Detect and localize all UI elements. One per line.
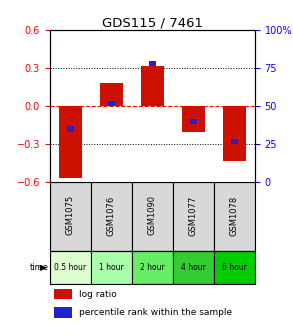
Bar xyxy=(54,289,72,299)
Bar xyxy=(231,139,238,144)
Text: 1 hour: 1 hour xyxy=(99,263,124,272)
Bar xyxy=(190,119,197,124)
Bar xyxy=(50,182,91,251)
Text: GSM1075: GSM1075 xyxy=(66,195,75,236)
Text: 6 hour: 6 hour xyxy=(222,263,247,272)
Title: GDS115 / 7461: GDS115 / 7461 xyxy=(102,16,203,29)
Text: GSM1077: GSM1077 xyxy=(189,195,198,236)
Bar xyxy=(182,106,205,132)
Bar xyxy=(214,251,255,285)
Bar xyxy=(149,61,156,66)
Bar xyxy=(54,307,72,318)
Text: 0.5 hour: 0.5 hour xyxy=(54,263,86,272)
Bar xyxy=(59,106,81,178)
Text: GSM1078: GSM1078 xyxy=(230,195,239,236)
Bar xyxy=(67,126,74,132)
Text: GSM1090: GSM1090 xyxy=(148,196,157,236)
Bar xyxy=(173,251,214,285)
Bar xyxy=(141,66,163,106)
Bar xyxy=(50,251,91,285)
Text: percentile rank within the sample: percentile rank within the sample xyxy=(79,308,232,317)
Bar xyxy=(132,251,173,285)
Bar xyxy=(100,83,123,106)
Bar xyxy=(223,106,246,161)
Text: GSM1076: GSM1076 xyxy=(107,195,116,236)
Bar xyxy=(214,182,255,251)
Bar xyxy=(173,182,214,251)
Text: 2 hour: 2 hour xyxy=(140,263,165,272)
Bar xyxy=(108,101,115,106)
Bar xyxy=(91,251,132,285)
Bar xyxy=(132,182,173,251)
Text: 4 hour: 4 hour xyxy=(181,263,206,272)
Text: time: time xyxy=(30,263,49,272)
Text: log ratio: log ratio xyxy=(79,290,116,298)
Bar xyxy=(91,182,132,251)
